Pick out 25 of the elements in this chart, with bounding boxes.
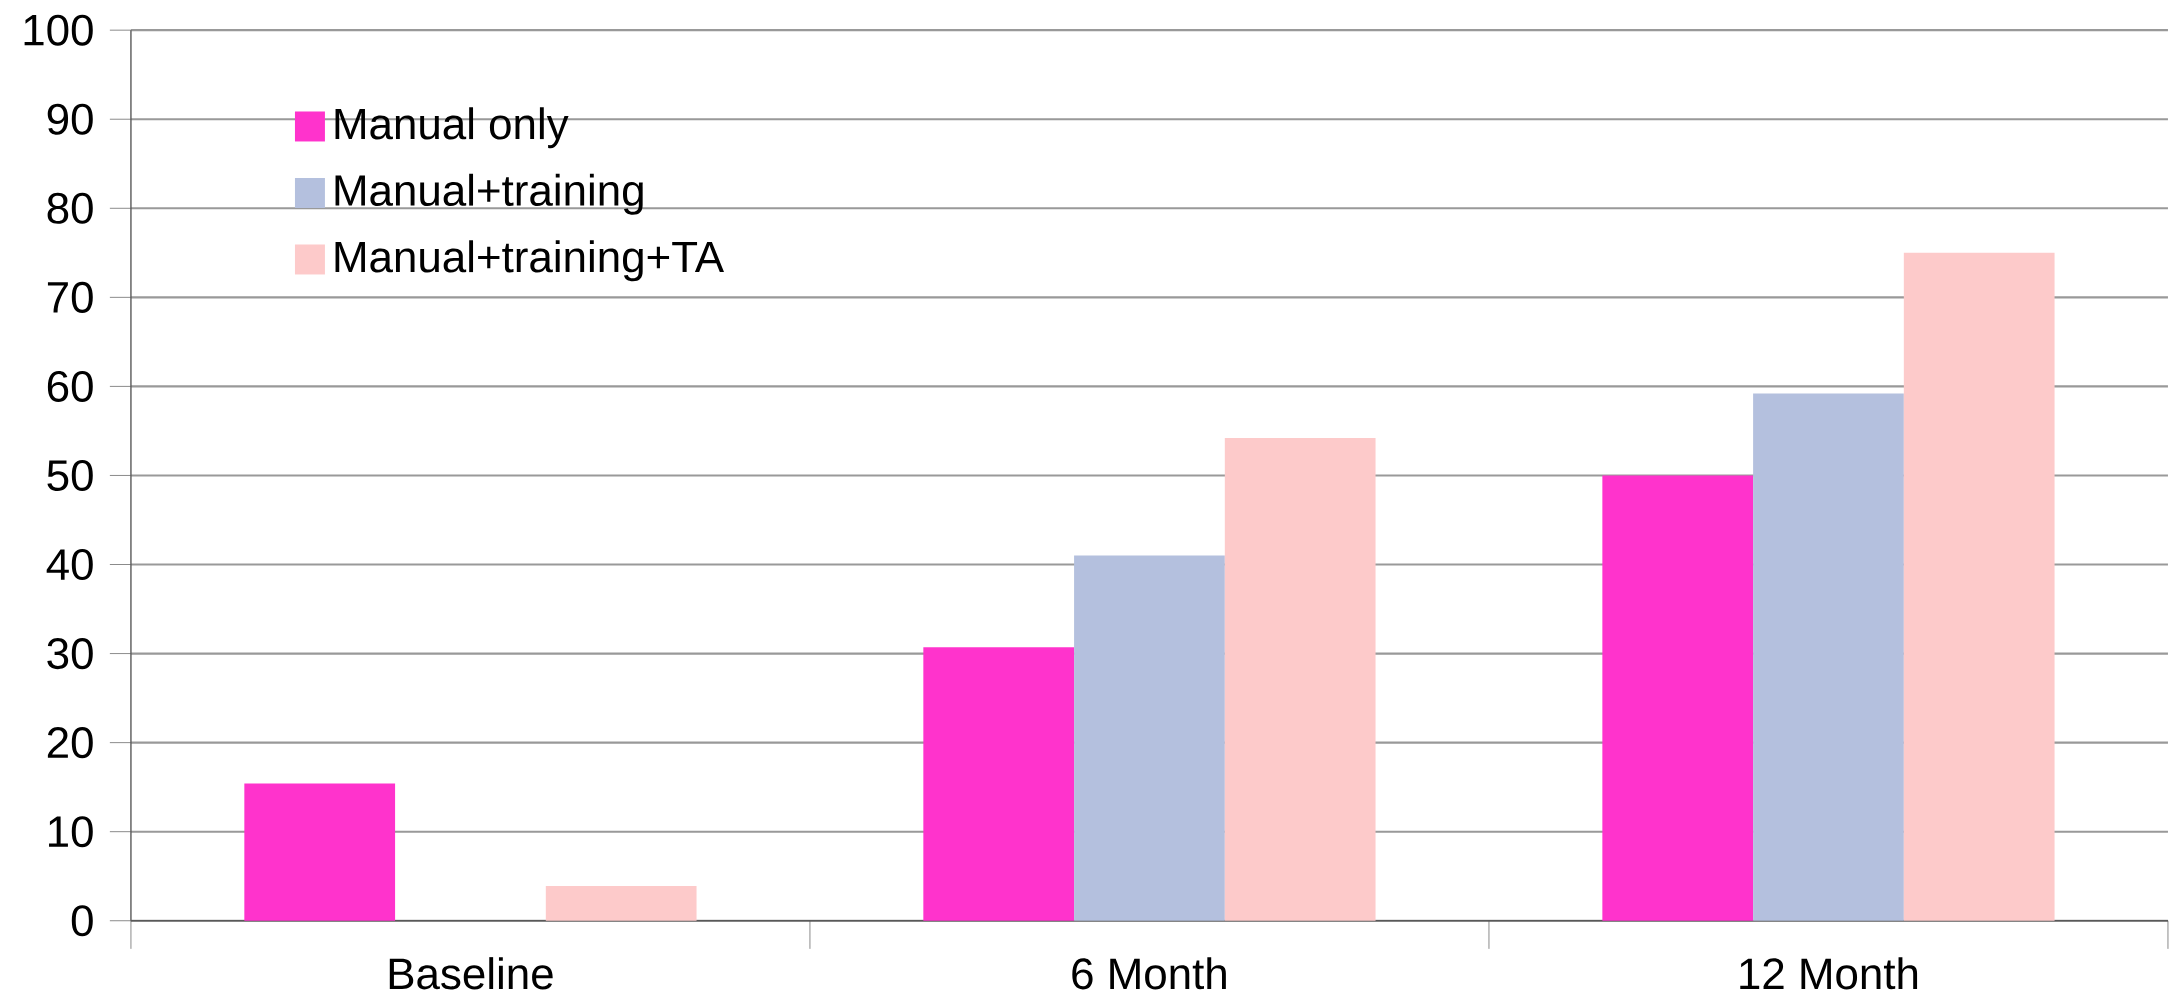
x-tick-label: Baseline <box>389 957 553 990</box>
y-tick-label: 70 <box>47 281 93 313</box>
y-tick-label: 60 <box>47 370 93 402</box>
y-tick-label: 0 <box>71 905 93 937</box>
y-tick-label: 10 <box>49 816 93 848</box>
bar <box>244 783 396 921</box>
y-tick-label: 40 <box>46 548 93 581</box>
y-tick-label: 30 <box>47 638 93 670</box>
bar <box>1753 393 1904 921</box>
y-tick-label: 50 <box>47 459 93 491</box>
legend-label: Manual+training+TA <box>335 240 724 282</box>
y-tick-label: 100 <box>24 14 93 46</box>
bar <box>1602 475 1754 921</box>
legend-label: Manual+training <box>335 173 643 215</box>
legend-label: Manual only <box>335 107 569 149</box>
bar <box>1074 555 1225 921</box>
y-tick-label: 20 <box>47 727 93 759</box>
bar <box>1903 252 2055 921</box>
bar <box>545 886 697 921</box>
bar <box>1224 438 1376 921</box>
y-tick-label: 90 <box>47 103 93 135</box>
x-tick-label: 12 Month <box>1740 957 1918 990</box>
y-tick-label: 80 <box>47 192 93 224</box>
bar <box>923 647 1075 921</box>
x-tick-label: 6 Month <box>1072 957 1226 990</box>
